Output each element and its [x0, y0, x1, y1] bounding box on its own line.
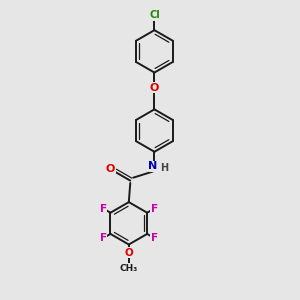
Text: H: H [160, 163, 168, 173]
Text: F: F [100, 233, 107, 243]
Text: CH₃: CH₃ [120, 264, 138, 273]
Text: F: F [151, 233, 158, 243]
Text: O: O [106, 164, 115, 174]
Text: F: F [100, 204, 107, 214]
Text: F: F [151, 204, 158, 214]
Text: Cl: Cl [149, 11, 160, 20]
Text: N: N [148, 161, 158, 172]
Text: O: O [124, 248, 133, 258]
Text: O: O [150, 83, 159, 93]
